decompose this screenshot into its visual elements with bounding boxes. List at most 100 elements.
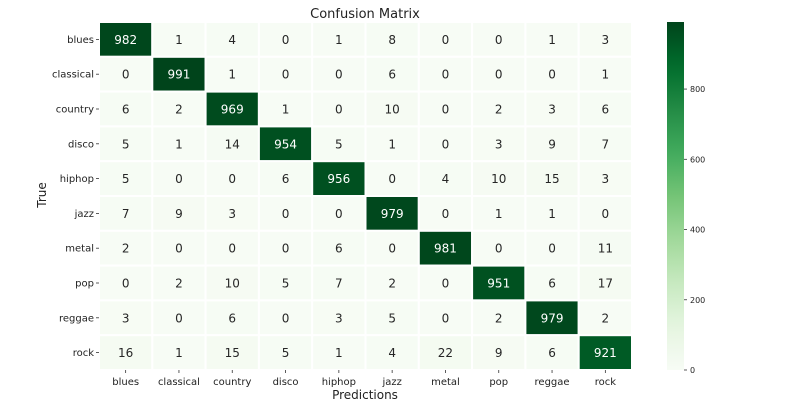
heatmap-cells: 982 1 4 0 1 8 0 0 1 30 991 1 0 0 6 0 0 0 16 2 969 1 0 10 0 2 3 65 1 1… (98, 21, 634, 372)
cell-value-label: 3 (122, 311, 130, 325)
y-tick-label: rock (73, 348, 95, 359)
heatmap-cell (204, 264, 260, 302)
cell-value-label: 3 (495, 137, 503, 151)
cell-value-label: 1 (175, 346, 183, 360)
cell-value-label: 0 (282, 68, 290, 82)
cell-value-label: 0 (442, 103, 450, 117)
cell-value-label: 0 (442, 277, 450, 291)
heatmap-cell (417, 229, 474, 267)
cell-value-label: 1 (335, 346, 343, 360)
cell-value-label: 15 (225, 346, 240, 360)
heatmap-cell (577, 55, 634, 93)
heatmap-cell (471, 299, 527, 337)
cell-value-label: 3 (228, 207, 236, 221)
cell-value-label: 0 (282, 311, 290, 325)
heatmap-cell (151, 264, 207, 302)
cell-value-label: 0 (388, 242, 396, 256)
heatmap-cell (524, 264, 580, 302)
y-tick-label: country (56, 105, 94, 116)
y-tick-label: jazz (74, 209, 94, 220)
cell-value-label: 0 (442, 311, 450, 325)
cell-value-label: 1 (495, 207, 503, 221)
cell-value-label: 7 (122, 207, 130, 221)
heatmap-cell (98, 229, 154, 267)
cell-value-label: 3 (335, 311, 343, 325)
cell-value-label: 2 (175, 277, 183, 291)
heatmap-cell (151, 299, 207, 337)
cell-value-label: 4 (442, 172, 450, 186)
cell-value-label: 6 (602, 103, 610, 117)
colorbar-tick-label: 800 (690, 85, 705, 94)
cell-value-label: 982 (114, 33, 137, 47)
cell-value-label: 979 (381, 207, 404, 221)
y-tick-label: classical (52, 70, 94, 81)
cell-value-label: 0 (122, 68, 130, 82)
chart-title: Confusion Matrix (310, 7, 420, 22)
cell-value-label: 0 (228, 172, 236, 186)
cell-value-label: 0 (282, 33, 290, 47)
cell-value-label: 0 (175, 242, 183, 256)
cell-value-label: 951 (487, 277, 510, 291)
heatmap-cell (311, 299, 367, 337)
cell-value-label: 956 (327, 172, 350, 186)
cell-value-label: 4 (228, 33, 236, 47)
cell-value-label: 0 (282, 242, 290, 256)
cell-value-label: 0 (548, 242, 556, 256)
heatmap-cell (524, 90, 580, 128)
cell-value-label: 0 (335, 68, 343, 82)
heatmap-cell (98, 195, 154, 232)
cell-value-label: 6 (282, 172, 290, 186)
heatmap-cell (577, 229, 634, 267)
heatmap-cell (417, 264, 474, 302)
cell-value-label: 2 (495, 103, 503, 117)
colorbar-tick-label: 200 (690, 296, 705, 305)
cell-value-label: 6 (228, 311, 236, 325)
cell-value-label: 22 (438, 346, 453, 360)
colorbar: 0 200 400 600 800 (667, 22, 705, 375)
cell-value-label: 6 (122, 103, 130, 117)
x-tick-label: metal (431, 377, 460, 388)
cell-value-label: 0 (442, 207, 450, 221)
heatmap-cell (524, 55, 580, 93)
cell-value-label: 0 (495, 68, 503, 82)
cell-value-label: 17 (598, 277, 613, 291)
heatmap-cell (257, 195, 314, 232)
x-tick-label: disco (273, 377, 299, 388)
heatmap-cell (471, 229, 527, 267)
colorbar-tick-label: 600 (690, 155, 705, 164)
cell-value-label: 1 (548, 33, 556, 47)
cell-value-label: 5 (335, 137, 343, 151)
cell-value-label: 16 (118, 346, 133, 360)
heatmap-cell (577, 334, 634, 372)
heatmap-cell (151, 55, 207, 93)
x-tick-label: blues (112, 377, 139, 388)
cell-value-label: 9 (548, 137, 556, 151)
x-tick-labels: blues classical country disco hiphop jazz meta… (112, 370, 616, 388)
heatmap-cell (364, 334, 420, 372)
x-tick-label: classical (158, 377, 200, 388)
cell-value-label: 10 (225, 277, 240, 291)
heatmap-cell (364, 160, 420, 197)
heatmap-cell (577, 160, 634, 197)
colorbar-gradient (667, 22, 684, 370)
x-tick-label: rock (595, 377, 617, 388)
cell-value-label: 15 (544, 172, 559, 186)
cell-value-label: 5 (282, 346, 290, 360)
heatmap-cell (524, 195, 580, 232)
cell-value-label: 6 (548, 277, 556, 291)
cell-value-label: 6 (335, 242, 343, 256)
heatmap-cell (417, 125, 474, 163)
cell-value-label: 0 (442, 68, 450, 82)
cell-value-label: 2 (175, 103, 183, 117)
cell-value-label: 2 (122, 242, 130, 256)
heatmap-cell (98, 125, 154, 163)
cell-value-label: 0 (228, 242, 236, 256)
cell-value-label: 2 (388, 277, 396, 291)
cell-value-label: 3 (548, 103, 556, 117)
colorbar-tick-label: 400 (690, 226, 705, 235)
cell-value-label: 1 (335, 33, 343, 47)
x-tick-label: country (213, 377, 251, 388)
heatmap-cell (524, 229, 580, 267)
heatmap-cell (257, 229, 314, 267)
cell-value-label: 5 (122, 172, 130, 186)
